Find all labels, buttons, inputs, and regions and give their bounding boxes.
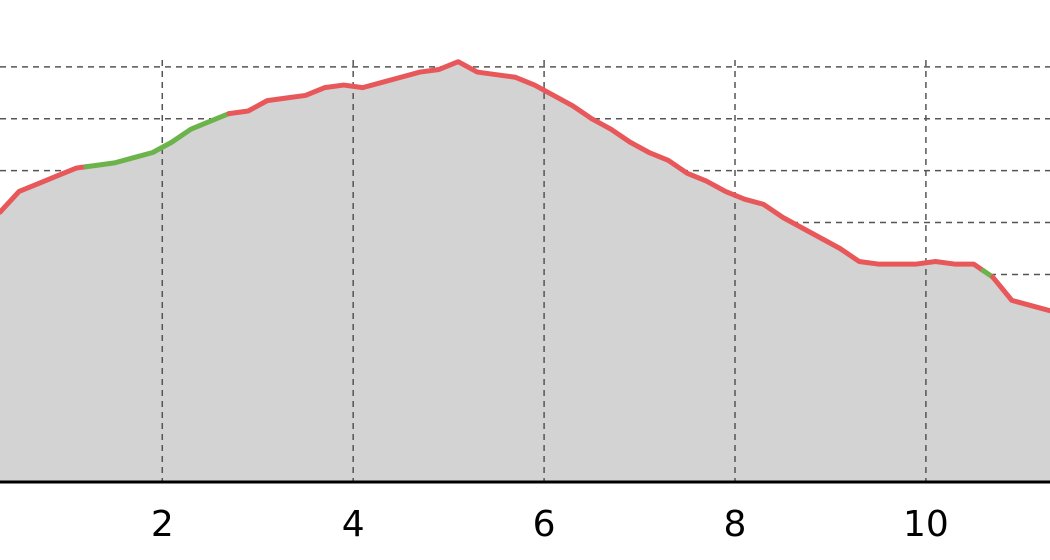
vertical-gridlines (161, 60, 927, 482)
x-axis-tick-labels: 2 4 6 8 10 (151, 504, 949, 545)
x-tick-label: 8 (724, 504, 747, 545)
x-tick-label: 10 (903, 504, 949, 545)
elevation-area-fill (0, 61, 1050, 482)
x-tick-label: 6 (533, 504, 556, 545)
profile-line-segments (0, 59, 1050, 314)
x-tick-label: 4 (342, 504, 365, 545)
x-tick-label: 2 (151, 504, 174, 545)
profile-segment (0, 164, 89, 215)
profile-segment (83, 111, 232, 170)
profile-segment (226, 59, 986, 274)
profile-segment (990, 274, 1050, 314)
